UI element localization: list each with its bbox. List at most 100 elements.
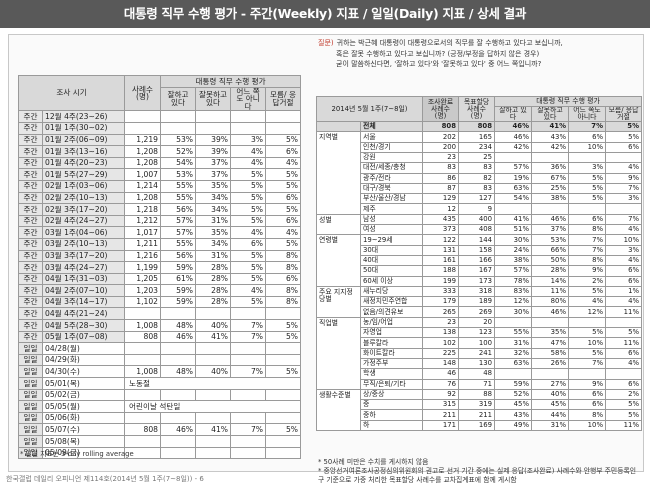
row-label: 50대 bbox=[360, 265, 423, 277]
row-type: 주간 bbox=[18, 179, 43, 193]
empty-cell bbox=[531, 368, 569, 380]
cell: 5% bbox=[605, 121, 642, 133]
cell: 158 bbox=[458, 244, 495, 256]
cell: 35% bbox=[531, 327, 569, 339]
empty-cell bbox=[195, 121, 232, 135]
weekly-row: 주간 04월 1주(31~03) 1,205 61% 28% 5% 6% bbox=[18, 272, 302, 286]
row-type: 일일 bbox=[18, 435, 43, 448]
empty-cell bbox=[265, 388, 302, 402]
daily-row: 일일 05/09(금) bbox=[18, 446, 302, 460]
cell: 48 bbox=[458, 368, 495, 380]
cell: 161 bbox=[422, 254, 459, 267]
empty-cell bbox=[316, 121, 361, 133]
detail-row: 제주 12 9 bbox=[317, 203, 642, 215]
cell: 5% bbox=[230, 261, 267, 274]
question-line: 굳이 말씀하신다면, '잘하고 있다'와 '잘못하고 있다' 중 어느 쪽입니까… bbox=[336, 60, 542, 68]
cell: 7% bbox=[230, 423, 267, 436]
cell: 31% bbox=[195, 214, 232, 228]
cell: 333 bbox=[422, 285, 459, 298]
cell: 37% bbox=[195, 156, 232, 170]
cell: 51% bbox=[494, 224, 532, 236]
row-period: 02월 1주(03~06) bbox=[41, 179, 126, 193]
header-cell: 조사완료 사례수 (명) bbox=[422, 95, 459, 123]
cell: 808 bbox=[124, 423, 162, 436]
cell: 6% bbox=[265, 272, 302, 286]
row-type: 주간 bbox=[18, 307, 43, 321]
cell: 241 bbox=[458, 347, 495, 359]
cell: 1,102 bbox=[124, 295, 162, 309]
cell: 100 bbox=[458, 337, 495, 349]
cell: 43% bbox=[531, 131, 569, 143]
cell: 42% bbox=[494, 141, 532, 154]
cell: 11% bbox=[605, 306, 642, 318]
cell: 9% bbox=[605, 172, 642, 184]
cell: 5% bbox=[230, 179, 267, 193]
detail-row: 중 315 319 45% 45% 6% 5% bbox=[317, 399, 642, 411]
cell: 1,214 bbox=[124, 179, 162, 193]
header-row: 잘하고 있다 잘못하고 있다 어느 쪽도 아니다 모름/ 응답거절 bbox=[19, 86, 302, 112]
cell: 52% bbox=[494, 388, 532, 401]
header-cell: 목표할당 사례수 (명) bbox=[458, 95, 495, 123]
cell: 123 bbox=[458, 327, 495, 339]
cell: 7% bbox=[568, 244, 606, 256]
empty-cell bbox=[160, 435, 197, 448]
cell: 56% bbox=[160, 203, 197, 216]
header-cell: 조사 시기 bbox=[17, 74, 126, 112]
empty-cell bbox=[160, 307, 197, 321]
cell: 37% bbox=[195, 168, 232, 181]
row-type: 주간 bbox=[18, 191, 43, 205]
cell: 59% bbox=[160, 284, 197, 297]
empty-cell bbox=[265, 446, 302, 460]
empty-cell bbox=[568, 203, 606, 215]
cell: 10% bbox=[605, 234, 642, 246]
group-name: 연령별 bbox=[316, 234, 361, 287]
footer: 한국갤럽 데일리 오피니언 제114호(2014년 5월 1주(7~8일)) -… bbox=[6, 475, 204, 483]
detail-row: 성별 남성 435 400 41% 46% 6% 7% bbox=[316, 213, 642, 236]
row-label: 19~29세 bbox=[360, 234, 423, 246]
header-cell: 어느 쪽도 아니다 bbox=[230, 86, 267, 112]
detail-row: 40대 161 166 38% 50% 8% 4% bbox=[317, 254, 642, 267]
cell: 166 bbox=[458, 254, 495, 267]
cell: 3% bbox=[568, 162, 606, 174]
empty-cell bbox=[230, 121, 267, 135]
cell: 4% bbox=[605, 357, 642, 370]
row-type: 주간 bbox=[18, 110, 43, 123]
empty-cell bbox=[605, 316, 642, 329]
row-label: 새누리당 bbox=[360, 285, 423, 298]
cell: 48% bbox=[160, 365, 197, 379]
cell: 어린이날 석탄일 bbox=[124, 400, 302, 413]
empty-cell bbox=[265, 342, 302, 355]
cell: 211 bbox=[458, 409, 495, 421]
cell: 7% bbox=[230, 319, 267, 332]
cell: 127 bbox=[458, 193, 495, 205]
cell: 54% bbox=[494, 193, 532, 205]
cell: 5% bbox=[265, 168, 302, 181]
cell: 5% bbox=[230, 203, 267, 216]
cell: 71 bbox=[458, 378, 495, 390]
cell: 5% bbox=[265, 319, 302, 332]
detail-row: 하 171 169 49% 31% 10% 11% bbox=[317, 419, 642, 432]
cell: 12% bbox=[568, 306, 606, 318]
weekly-row: 주간 03월 1주(04~06) 1,017 57% 35% 4% 4% bbox=[18, 226, 302, 239]
question-line: 혹은 잘못 수행하고 있다고 보십니까? (긍정/부정을 답하지 않은 경우) bbox=[336, 49, 540, 58]
detail-row: 없음/의견유보 265 269 30% 46% 12% 11% bbox=[317, 306, 642, 318]
row-type: 주간 bbox=[18, 133, 43, 147]
cell: 57% bbox=[494, 265, 532, 277]
row-period: 01월 1주(30~02) bbox=[41, 121, 126, 135]
detail-row: 무직/은퇴/기타 76 71 59% 27% 9% 6% bbox=[317, 378, 642, 390]
cell: 1,203 bbox=[124, 284, 162, 297]
cell: 169 bbox=[458, 419, 495, 432]
cell: 173 bbox=[458, 275, 495, 287]
row-period: 12월 4주(23~26) bbox=[41, 110, 126, 123]
row-period: 04월 2주(07~10) bbox=[41, 284, 126, 297]
header-row: 조사 시기 사례수 (명) 대통령 직무 수행 평가 bbox=[17, 74, 302, 112]
row-type: 일일 bbox=[18, 353, 43, 367]
cell: 4% bbox=[265, 226, 302, 239]
cell: 1,219 bbox=[124, 133, 162, 147]
daily-note: * 일일 지표는 3-day rolling average bbox=[20, 450, 134, 458]
cell: 48% bbox=[160, 319, 197, 332]
question: 질문) 귀하는 박근혜 대통령이 대통령으로서의 직무를 잘 수행하고 있다고 보… bbox=[318, 38, 563, 70]
row-period: 05/02(금) bbox=[41, 388, 126, 402]
cell: 49% bbox=[494, 419, 532, 432]
detail-row: 자영업 138 123 55% 35% 5% 5% bbox=[317, 327, 642, 339]
